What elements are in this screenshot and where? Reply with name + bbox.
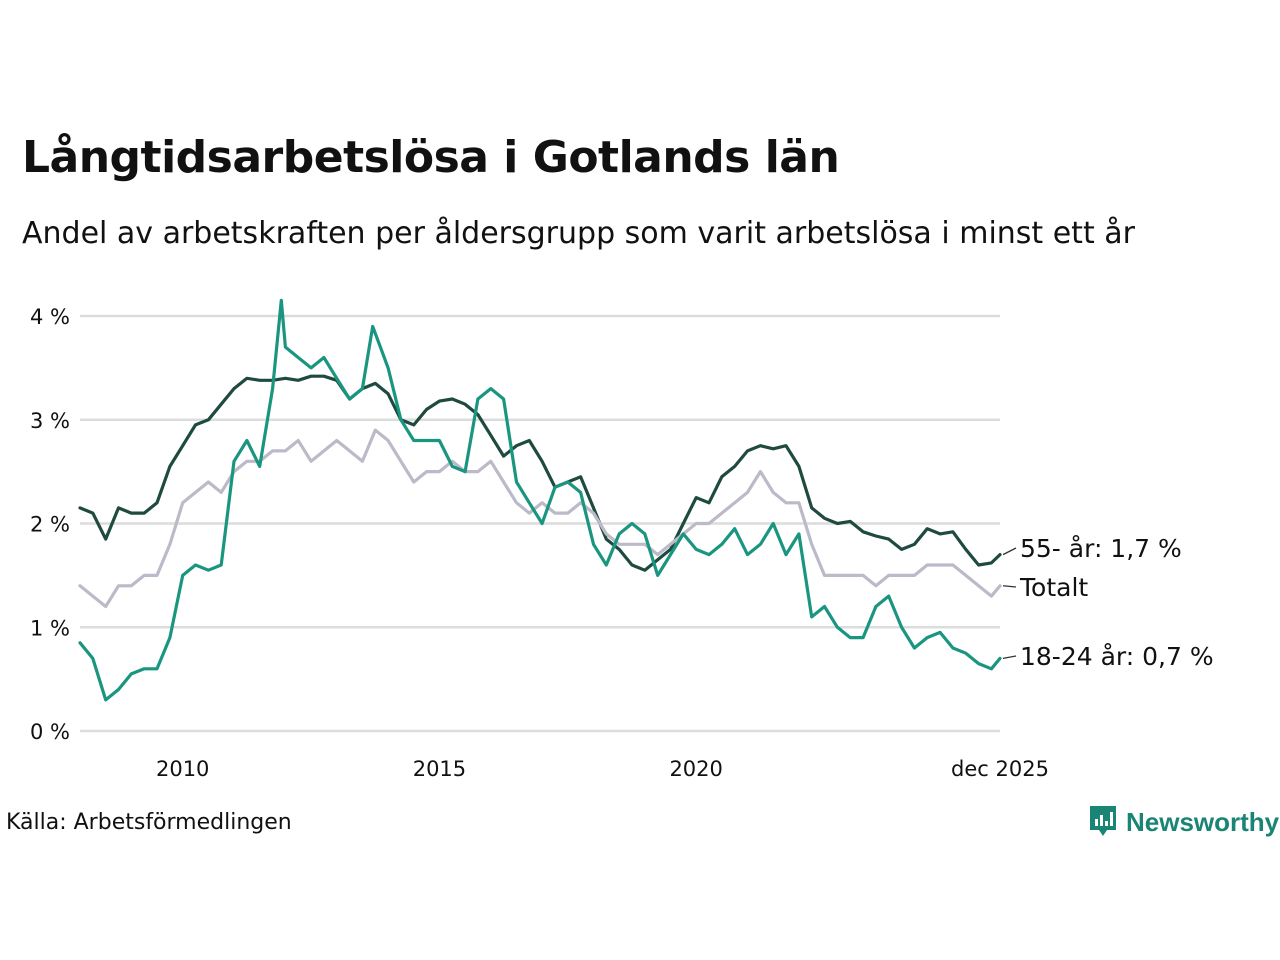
series-line-age55 [78, 374, 1002, 572]
end-label-connector [1002, 655, 1017, 660]
x-tick-label: 2015 [413, 757, 466, 781]
brand-name: Newsworthy [1126, 806, 1280, 837]
series-end-label: 18-24 år: 0,7 % [1020, 642, 1214, 671]
chart-subtitle: Andel av arbetskraften per åldersgrupp s… [22, 216, 1135, 251]
chart-title: Långtidsarbetslösa i Gotlands län [22, 132, 840, 183]
series-end-label: Totalt [1019, 573, 1088, 602]
x-tick-label: 2020 [669, 757, 722, 781]
source-note: Källa: Arbetsförmedlingen [6, 810, 292, 835]
series-line-age18_24 [78, 298, 1002, 702]
grid-lines [80, 314, 1000, 733]
series-lines [78, 298, 1002, 702]
end-label-connector [1002, 585, 1017, 588]
y-tick-label: 1 % [30, 616, 70, 640]
x-axis-ticks: 2010 2015 2020 dec 2025 [156, 757, 1049, 781]
y-tick-label: 0 % [30, 720, 70, 744]
x-tick-label: 2010 [156, 757, 209, 781]
y-axis-ticks: 0 % 1 % 2 % 3 % 4 % [30, 305, 70, 744]
x-tick-label: dec 2025 [951, 757, 1049, 781]
brand-logo: Newsworthy [1088, 804, 1279, 840]
line-chart: 0 % 1 % 2 % 3 % 4 % 2010 2015 2020 dec 2025 55-… [30, 298, 1214, 781]
y-tick-label: 4 % [30, 305, 70, 329]
y-tick-label: 2 % [30, 513, 70, 537]
newsworthy-logo-icon [1090, 806, 1116, 836]
y-tick-label: 3 % [30, 409, 70, 433]
series-end-label: 55- år: 1,7 % [1020, 534, 1182, 563]
end-labels: 55- år: 1,7 % Totalt 18-24 år: 0,7 % [1002, 534, 1214, 671]
end-label-connector [1002, 547, 1017, 556]
